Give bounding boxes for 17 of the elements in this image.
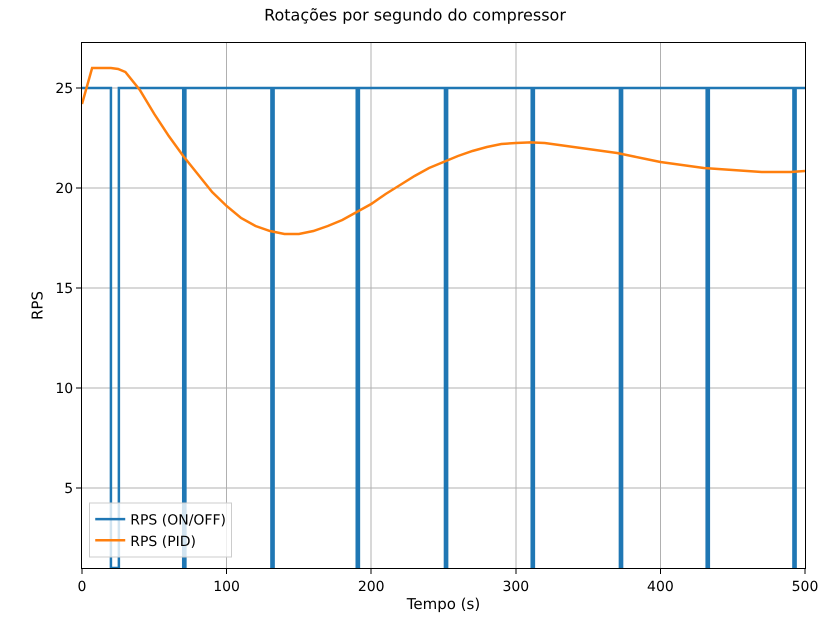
legend-label: RPS (ON/OFF) bbox=[130, 512, 226, 529]
x-tick-label: 400 bbox=[647, 578, 674, 595]
y-tick-label: 10 bbox=[55, 380, 74, 397]
line-series bbox=[82, 66, 805, 236]
x-tick-label: 300 bbox=[502, 578, 530, 595]
x-tick-label: 200 bbox=[358, 578, 385, 595]
x-axis-title: Tempo (s) bbox=[406, 594, 480, 613]
x-tick-label: 500 bbox=[792, 578, 818, 595]
y-axis-title: RPS bbox=[28, 291, 47, 320]
legend-label: RPS (PID) bbox=[130, 534, 196, 550]
y-tick-label: 15 bbox=[55, 280, 74, 297]
y-tick-label: 20 bbox=[55, 180, 74, 197]
x-tick-label: 0 bbox=[78, 578, 86, 595]
chart-title: Rotações por segundo do compressor bbox=[264, 6, 566, 25]
x-tick-label: 100 bbox=[213, 578, 240, 595]
y-tick-label: 5 bbox=[64, 480, 74, 497]
y-tick-label: 25 bbox=[55, 80, 74, 97]
